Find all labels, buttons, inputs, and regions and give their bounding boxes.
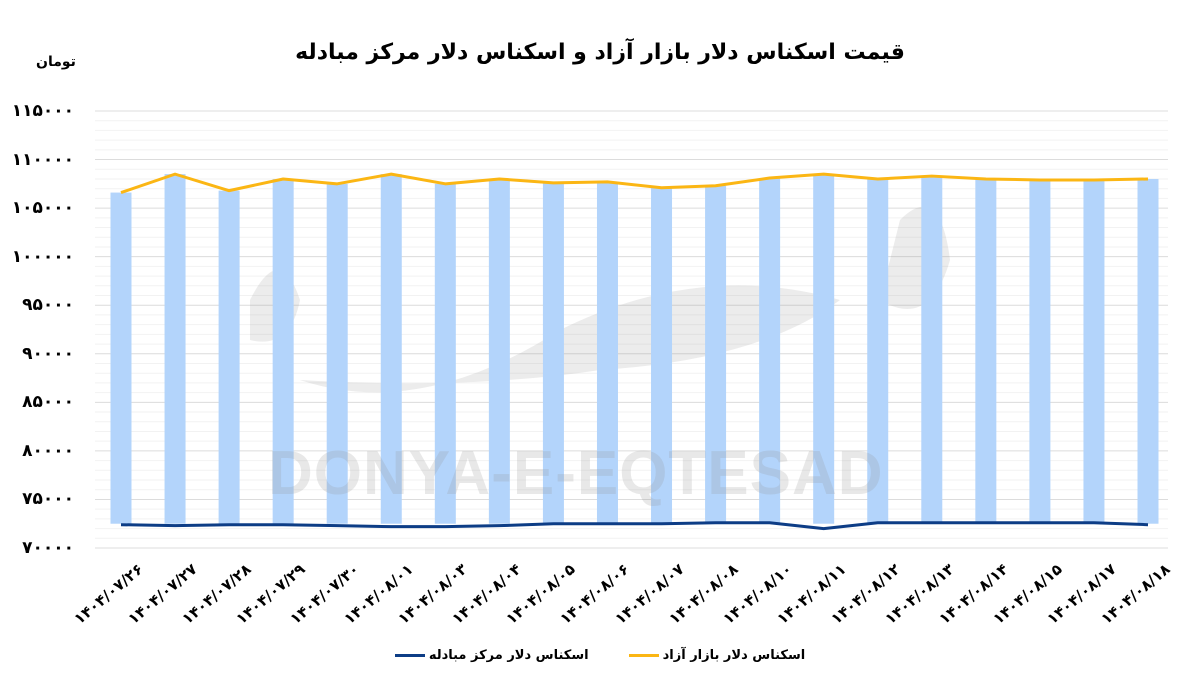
- legend-swatch-free-market: [628, 654, 659, 657]
- spread-bar[interactable]: [218, 190, 240, 524]
- spread-bar[interactable]: [1029, 179, 1051, 524]
- spread-bar[interactable]: [867, 178, 889, 524]
- spread-bar[interactable]: [326, 183, 348, 524]
- legend-item-exchange-center[interactable]: اسکناس دلار مرکز مبادله: [394, 648, 589, 663]
- legend: اسکناس دلار بازار آزاد اسکناس دلار مرکز …: [0, 648, 1200, 663]
- chart-title: قیمت اسکناس دلار بازار آزاد و اسکناس دلا…: [295, 40, 905, 65]
- spread-bar[interactable]: [596, 181, 618, 524]
- spread-bar[interactable]: [1137, 178, 1159, 524]
- legend-label-exchange-center: اسکناس دلار مرکز مبادله: [428, 648, 589, 663]
- y-tick-label: ۸۰۰۰۰: [22, 440, 74, 461]
- spread-bar[interactable]: [542, 182, 564, 524]
- spread-bar[interactable]: [272, 178, 294, 524]
- y-tick-label: ۹۰۰۰۰: [22, 343, 74, 364]
- y-tick-label: ۱۱۵۰۰۰: [11, 101, 74, 121]
- legend-swatch-exchange-center: [394, 654, 425, 657]
- y-tick-label: ۹۵۰۰۰: [22, 295, 74, 316]
- spread-bar[interactable]: [1083, 179, 1105, 524]
- spread-bar[interactable]: [488, 178, 510, 524]
- y-axis-unit-label: تومان: [36, 54, 76, 70]
- y-tick-label: ۱۰۰۰۰۰: [11, 246, 74, 267]
- spread-bar[interactable]: [975, 178, 997, 524]
- watermark: DONYA-E-EQTESAD: [268, 439, 884, 508]
- spread-bar[interactable]: [380, 174, 402, 524]
- y-tick-label: ۷۰۰۰۰: [22, 538, 74, 558]
- spread-bar[interactable]: [434, 183, 456, 524]
- y-tick-label: ۷۵۰۰۰: [22, 489, 74, 510]
- spread-bar[interactable]: [921, 176, 943, 524]
- y-tick-label: ۸۵۰۰۰: [22, 392, 74, 413]
- spread-bar[interactable]: [164, 174, 186, 524]
- exchange-center-line[interactable]: [120, 521, 1149, 531]
- free-market-line[interactable]: [120, 172, 1149, 194]
- spread-bar[interactable]: [705, 185, 727, 524]
- y-tick-label: ۱۱۰۰۰۰: [11, 149, 74, 170]
- legend-label-free-market: اسکناس دلار بازار آزاد: [662, 648, 806, 663]
- legend-item-free-market[interactable]: اسکناس دلار بازار آزاد: [628, 648, 806, 663]
- spread-bar[interactable]: [759, 178, 781, 524]
- spread-bar[interactable]: [651, 187, 673, 524]
- y-tick-label: ۱۰۵۰۰۰: [11, 198, 74, 219]
- spread-bar[interactable]: [813, 174, 835, 524]
- spread-bar[interactable]: [110, 192, 132, 524]
